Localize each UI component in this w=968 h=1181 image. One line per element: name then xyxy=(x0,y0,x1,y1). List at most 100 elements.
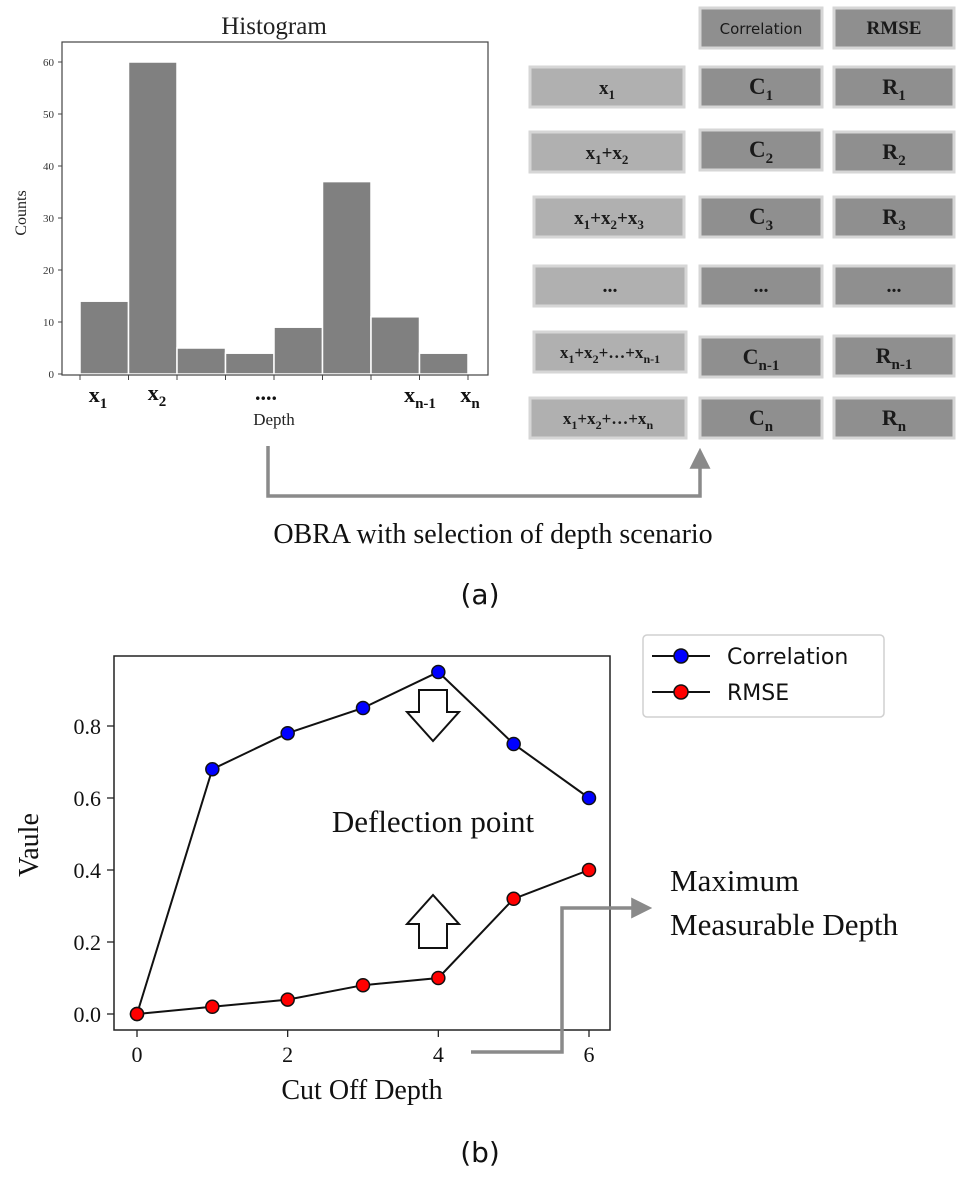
line-x-tick-label: 2 xyxy=(282,1042,293,1067)
row6-rmse-cell xyxy=(832,396,956,440)
line-x-axis-label: Cut Off Depth xyxy=(281,1075,442,1106)
panel-b-caption: (b) xyxy=(460,1136,500,1169)
row3-correlation-cell xyxy=(698,195,824,239)
histogram-y-tick-label: 60 xyxy=(43,57,55,69)
row6-sum-label: x1+x2+…+xn xyxy=(563,409,654,432)
histogram-y-tick-label: 40 xyxy=(43,161,55,173)
correlation-point xyxy=(205,761,220,777)
histogram-bar xyxy=(127,61,178,375)
histogram-bar xyxy=(273,326,324,375)
histogram-bar xyxy=(176,347,227,375)
histogram-chart: Histogram Counts 0 10 20 30 40 50 60 x1 x2 ...… xyxy=(13,13,489,429)
histogram-y-tick-label: 20 xyxy=(43,265,55,277)
row2-sum-label: x1+x2 xyxy=(586,143,629,167)
histogram-x-axis-label: Depth xyxy=(253,410,295,429)
row4-rmse-label: ... xyxy=(887,275,902,297)
histogram-title: Histogram xyxy=(221,13,327,40)
rmse-point xyxy=(129,1006,145,1022)
histogram-y-tick-label: 10 xyxy=(43,317,55,329)
down-arrow-icon xyxy=(404,689,462,743)
correlation-line xyxy=(136,670,590,1015)
histogram-bar xyxy=(224,352,275,375)
row4-sum-cell xyxy=(532,264,688,308)
line-x-tick-label: 4 xyxy=(433,1042,444,1067)
histogram-bar xyxy=(321,180,372,375)
line-y-tick-label: 0.2 xyxy=(74,930,102,955)
rmse-point xyxy=(581,862,597,878)
row5-correlation-cell xyxy=(698,335,824,379)
legend-correlation-marker xyxy=(673,648,689,664)
correlation-point xyxy=(280,725,295,741)
max-depth-arrow xyxy=(471,897,653,1054)
line-x-tick-label: 0 xyxy=(132,1042,143,1067)
row4-sum-label: ... xyxy=(603,275,618,297)
flow-arrow xyxy=(266,446,711,498)
line-y-ticks: 0.0 0.2 0.4 0.6 0.8 xyxy=(74,714,114,1027)
row2-correlation-cell xyxy=(698,128,824,172)
line-y-axis-label: Vaule xyxy=(14,813,45,877)
row1-rmse-cell xyxy=(832,65,956,109)
histogram-plot-frame xyxy=(61,41,489,376)
histogram-y-tick-label: 50 xyxy=(43,109,55,121)
row2-sum-cell xyxy=(528,130,686,174)
scenario-table: Correlation RMSE x1 C1 R1 x1+x2 C2 R2 x1… xyxy=(528,6,956,440)
histogram-x-label-dots: .... xyxy=(255,380,277,405)
row3-rmse-cell xyxy=(832,195,956,239)
flow-label: OBRA with selection of depth scenario xyxy=(273,519,712,550)
correlation-point xyxy=(431,664,446,680)
histogram-bar xyxy=(370,316,421,375)
header-rmse-label: RMSE xyxy=(867,18,922,39)
histogram-y-tick-label: 0 xyxy=(49,369,55,381)
up-arrow-icon xyxy=(404,893,462,949)
histogram-bar xyxy=(418,352,469,375)
legend-correlation-label: Correlation xyxy=(727,645,848,670)
line-x-tick-label: 6 xyxy=(584,1042,595,1067)
legend-rmse-marker xyxy=(673,684,689,700)
line-x-ticks: 0 2 4 6 xyxy=(132,1030,595,1067)
row5-sum-label: x1+x2+…+xn-1 xyxy=(560,343,660,366)
histogram-y-tick-label: 30 xyxy=(43,213,55,225)
histogram-bar xyxy=(79,300,130,375)
rmse-point xyxy=(355,977,371,993)
rmse-point xyxy=(431,970,446,986)
rmse-point xyxy=(506,891,521,907)
row3-sum-cell xyxy=(532,195,686,239)
correlation-point xyxy=(355,700,371,716)
histogram-x-label-x1: x1 xyxy=(89,382,108,412)
line-y-tick-label: 0.0 xyxy=(74,1002,102,1027)
histogram-bars xyxy=(79,61,469,375)
row4-rmse-cell xyxy=(832,264,956,308)
line-y-tick-label: 0.4 xyxy=(74,858,102,883)
line-plot-frame xyxy=(113,655,611,1031)
header-correlation-label: Correlation xyxy=(720,20,803,38)
histogram-x-label-x2: x2 xyxy=(148,380,167,410)
histogram-y-axis-label: Counts xyxy=(13,190,30,235)
header-rmse xyxy=(832,6,956,50)
line-chart: 0.0 0.2 0.4 0.6 0.8 0 2 4 6 Cut Off Depth Vaule… xyxy=(14,634,899,1106)
correlation-point xyxy=(506,736,521,752)
row5-sum-cell xyxy=(532,330,688,374)
row4-correlation-cell xyxy=(698,264,824,308)
rmse-point xyxy=(205,999,220,1015)
max-depth-label-line2: Measurable Depth xyxy=(670,907,899,942)
correlation-point xyxy=(581,790,597,806)
line-legend: Correlation RMSE xyxy=(642,634,885,718)
histogram-y-ticks: 0 10 20 30 40 50 60 xyxy=(43,57,62,381)
line-y-tick-label: 0.8 xyxy=(74,714,102,739)
histogram-x-label-xn: xn xyxy=(460,382,480,412)
deflection-point-label: Deflection point xyxy=(332,804,535,839)
row6-correlation-cell xyxy=(698,396,824,440)
row1-correlation-cell xyxy=(698,65,824,109)
row6-sum-cell xyxy=(528,396,688,440)
header-correlation xyxy=(698,6,824,50)
row4-correlation-label: ... xyxy=(754,275,769,297)
histogram-x-ticks xyxy=(79,375,469,380)
max-depth-label-line1: Maximum xyxy=(670,863,799,898)
line-series xyxy=(129,664,597,1022)
rmse-point xyxy=(280,992,295,1007)
row5-rmse-cell xyxy=(832,334,956,378)
row1-sum-cell xyxy=(528,65,686,109)
row2-rmse-cell xyxy=(832,130,956,174)
line-y-tick-label: 0.6 xyxy=(74,786,102,811)
